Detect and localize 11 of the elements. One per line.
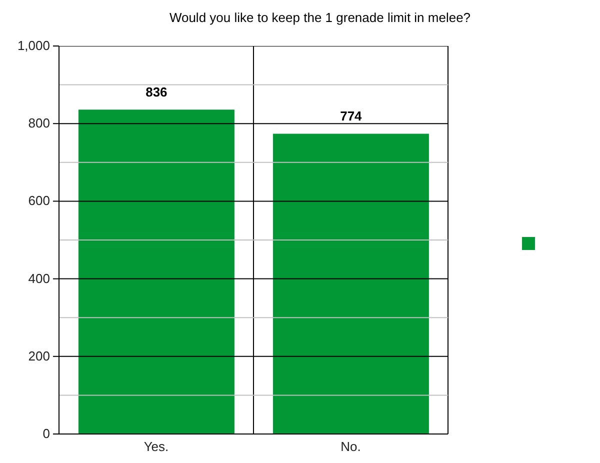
y-tick-label: 200 <box>28 348 50 364</box>
x-tick-label: No. <box>340 439 361 454</box>
y-tick-label: 600 <box>28 193 50 208</box>
x-tick-label: Yes. <box>144 439 169 454</box>
y-tick-label: 1,000 <box>17 38 50 53</box>
y-tick-label: 800 <box>28 116 50 131</box>
data-label: 774 <box>340 108 363 124</box>
data-label: 836 <box>146 84 168 100</box>
y-tick-label: 400 <box>28 270 50 286</box>
y-tick-label: 0 <box>42 426 50 441</box>
chart-title: Would you like to keep the 1 grenade limit in melee? <box>168 9 472 27</box>
